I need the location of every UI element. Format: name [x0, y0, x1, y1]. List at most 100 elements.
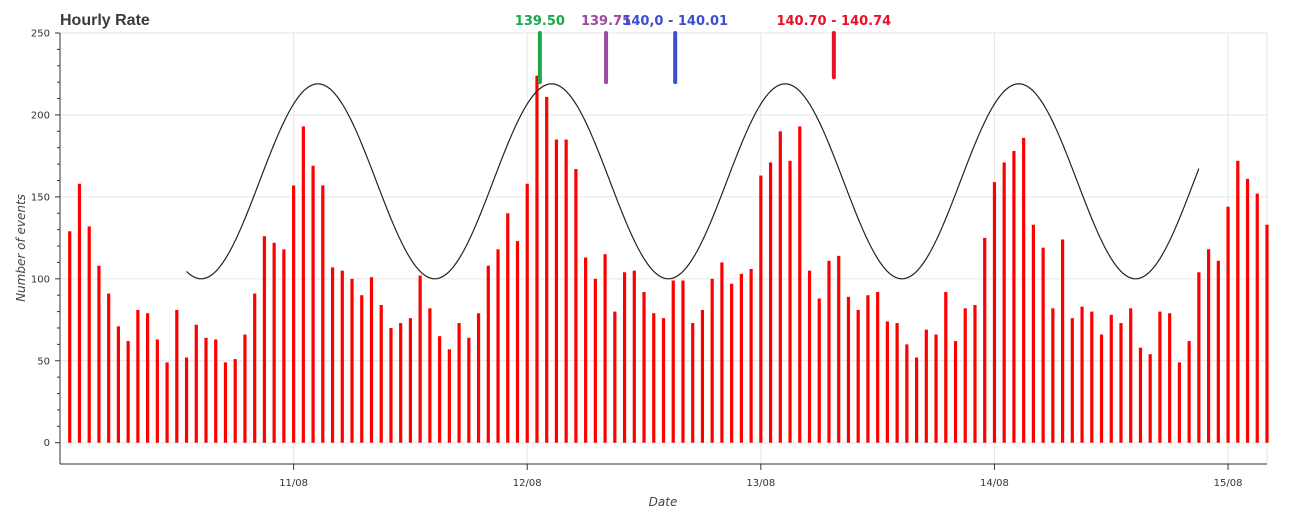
bar — [837, 255, 841, 443]
chart-title: Hourly Rate — [60, 12, 150, 29]
bar — [545, 96, 549, 443]
bar — [720, 262, 724, 443]
bar — [107, 293, 111, 443]
bar — [1080, 306, 1084, 443]
bar — [798, 126, 802, 443]
bar — [476, 313, 481, 443]
bar — [87, 226, 91, 443]
bar — [418, 275, 422, 443]
bar — [496, 249, 500, 443]
bar — [739, 273, 743, 443]
bar — [1051, 308, 1055, 443]
y-tick-label: 50 — [37, 356, 50, 367]
bar — [204, 337, 208, 443]
bar — [788, 160, 792, 443]
bar — [389, 327, 393, 443]
bar — [730, 283, 734, 443]
bar — [447, 349, 451, 443]
bar — [126, 341, 130, 443]
bar — [681, 280, 685, 443]
y-tick-label: 0 — [44, 438, 50, 449]
bar — [457, 323, 461, 443]
bar — [963, 308, 967, 443]
bar — [642, 291, 646, 443]
bar — [652, 313, 656, 443]
bar — [807, 270, 812, 443]
annotation-label: 140.70 - 140.74 — [776, 14, 891, 29]
bar — [759, 175, 763, 443]
bar — [934, 334, 938, 443]
x-tick-label: 13/08 — [746, 478, 775, 489]
bar — [632, 270, 636, 443]
bar — [1255, 193, 1259, 443]
bar — [175, 309, 179, 443]
bar — [700, 309, 705, 443]
bar — [1197, 272, 1201, 443]
bar — [856, 309, 860, 443]
bar — [379, 305, 383, 443]
bar — [184, 357, 189, 443]
bar — [272, 242, 276, 443]
y-axis-ticks: 0 50 100 150 200 250 — [31, 29, 60, 449]
bar — [778, 131, 782, 443]
x-tick-label: 15/08 — [1214, 478, 1243, 489]
annotation-label: 140,0 - 140.01 — [622, 14, 728, 29]
bar — [914, 357, 919, 443]
bar — [369, 277, 374, 443]
bar — [330, 267, 335, 443]
bar — [1226, 206, 1230, 443]
bar — [1012, 150, 1016, 443]
bar — [691, 323, 695, 443]
x-tick-label: 12/08 — [513, 478, 542, 489]
bar — [1090, 311, 1094, 443]
bar — [866, 295, 870, 443]
bar — [1206, 249, 1211, 443]
bar — [243, 334, 247, 443]
bar — [77, 183, 82, 443]
bar — [1187, 341, 1191, 443]
bar — [321, 185, 325, 443]
bar — [953, 341, 958, 443]
axes — [59, 33, 1267, 465]
bar — [1236, 160, 1240, 443]
bar — [136, 309, 140, 443]
y-axis-label: Number of events — [14, 194, 28, 302]
bar — [671, 280, 675, 443]
bar — [1265, 224, 1269, 443]
y-tick-label: 100 — [31, 274, 50, 285]
bar — [992, 182, 997, 443]
bar — [1060, 239, 1065, 443]
bar — [846, 296, 851, 443]
bar — [1177, 362, 1181, 443]
bar — [301, 126, 305, 443]
bar — [885, 321, 889, 443]
bar — [116, 326, 121, 443]
bar — [574, 169, 578, 443]
bar — [661, 318, 666, 443]
bar — [467, 337, 471, 443]
bar — [827, 260, 831, 443]
x-axis-ticks: 11/08 12/08 13/08 14/08 15/08 — [279, 464, 1242, 489]
bar — [253, 293, 257, 443]
bar — [749, 268, 753, 443]
x-tick-label: 11/08 — [279, 478, 308, 489]
bar — [525, 183, 529, 443]
bar — [223, 362, 228, 443]
bar — [360, 295, 364, 443]
bar — [194, 324, 198, 443]
bar — [233, 359, 237, 443]
bar — [944, 291, 948, 443]
bar — [1168, 313, 1172, 443]
bar — [622, 272, 627, 443]
bar — [1109, 314, 1113, 443]
bar — [564, 139, 568, 443]
bar — [340, 270, 344, 443]
bar — [817, 298, 821, 443]
bar — [535, 75, 539, 443]
bar — [1158, 311, 1162, 443]
bar — [603, 254, 607, 443]
bar — [311, 165, 315, 443]
bar — [768, 162, 773, 443]
bar — [515, 241, 520, 443]
